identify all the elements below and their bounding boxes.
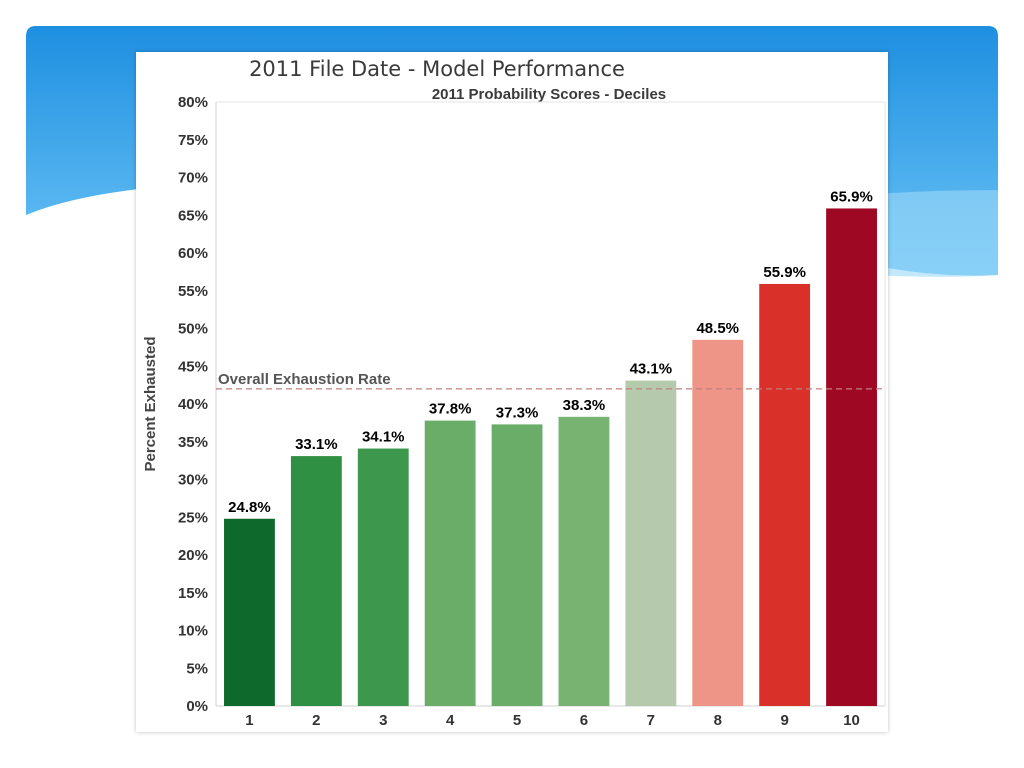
data-label: 37.8%	[429, 401, 472, 418]
bar	[625, 380, 677, 706]
y-tick-label: 35%	[178, 434, 208, 451]
data-label: 24.8%	[228, 499, 271, 516]
y-tick-label: 65%	[178, 207, 208, 224]
y-tick-label: 20%	[178, 547, 208, 564]
data-label: 55.9%	[763, 264, 806, 281]
y-tick-label: 30%	[178, 472, 208, 489]
x-tick-label: 2	[312, 712, 320, 729]
y-tick-label: 40%	[178, 396, 208, 413]
data-label: 37.3%	[496, 404, 539, 421]
chart-subtitle: 2011 Probability Scores - Deciles	[432, 86, 666, 103]
x-tick-label: 4	[446, 712, 455, 729]
y-tick-label: 70%	[178, 170, 208, 187]
data-label: 48.5%	[696, 320, 739, 337]
y-tick-label: 60%	[178, 245, 208, 262]
y-tick-label: 45%	[178, 358, 208, 375]
y-tick-label: 50%	[178, 321, 208, 338]
plot-area: 0% 5% 10% 15% 20% 25% 30% 35% 40% 45% 50% 55% 60% 65%…	[178, 94, 886, 729]
x-tick-label: 10	[843, 712, 860, 729]
bar	[759, 283, 811, 706]
data-label: 38.3%	[563, 397, 606, 414]
y-tick-label: 80%	[178, 94, 208, 111]
y-tick-label: 0%	[186, 698, 208, 715]
x-tick-label: 9	[780, 712, 788, 729]
data-label: 43.1%	[630, 361, 673, 378]
data-label: 34.1%	[362, 429, 405, 446]
y-axis-label: Percent Exhausted	[142, 336, 159, 471]
bar	[357, 448, 409, 706]
bar	[826, 208, 877, 706]
reference-line-label: Overall Exhaustion Rate	[218, 371, 391, 388]
x-tick-label: 8	[714, 712, 722, 729]
chart-panel: 2011 File Date - Model Performance 2011 …	[136, 52, 888, 732]
bar	[692, 339, 744, 706]
bar	[290, 456, 342, 706]
x-tick-label: 1	[245, 712, 253, 729]
y-tick-label: 10%	[178, 623, 208, 640]
data-label: 65.9%	[830, 188, 873, 205]
data-label: 33.1%	[295, 436, 338, 453]
chart-title: 2011 File Date - Model Performance	[249, 57, 625, 81]
x-tick-label: 3	[379, 712, 387, 729]
x-tick-label: 7	[647, 712, 655, 729]
x-tick-label: 5	[513, 712, 521, 729]
y-tick-label: 25%	[178, 509, 208, 526]
bar	[424, 420, 476, 706]
y-tick-label: 55%	[178, 283, 208, 300]
bar	[558, 416, 610, 706]
bar	[491, 424, 543, 706]
bar-chart: 2011 File Date - Model Performance 2011 …	[142, 57, 886, 729]
bar	[224, 518, 275, 706]
y-tick-label: 5%	[186, 660, 208, 677]
x-tick-label: 6	[580, 712, 588, 729]
y-tick-label: 15%	[178, 585, 208, 602]
y-tick-label: 75%	[178, 132, 208, 149]
